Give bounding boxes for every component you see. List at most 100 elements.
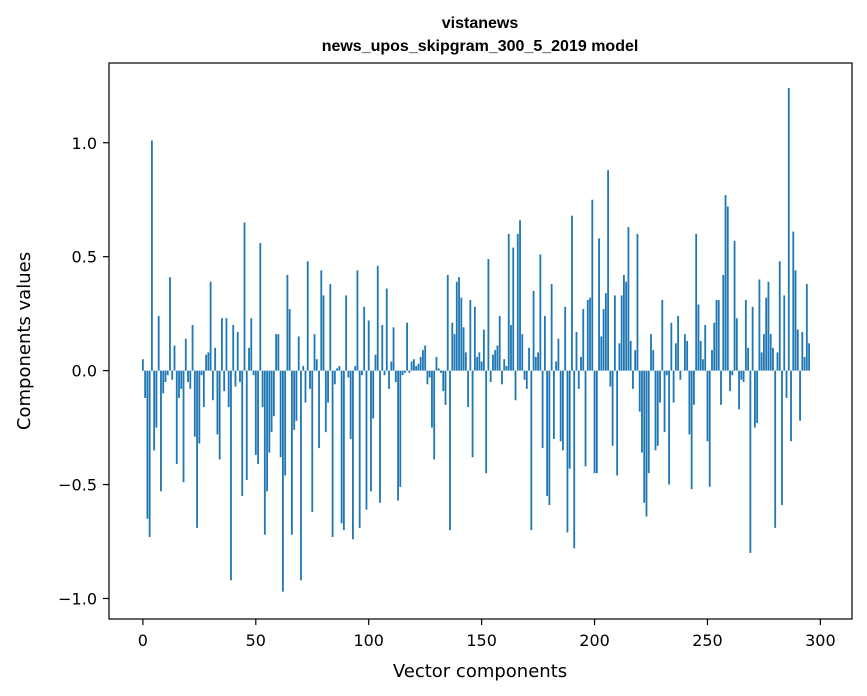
bar xyxy=(446,274,449,371)
x-tick-label: 250 xyxy=(692,631,723,650)
bar xyxy=(724,195,727,371)
bar xyxy=(426,370,429,385)
bar xyxy=(586,299,589,371)
bar xyxy=(634,350,637,371)
bar xyxy=(239,370,241,383)
bar xyxy=(787,88,790,371)
bar xyxy=(428,370,431,378)
bar xyxy=(223,370,226,392)
bar xyxy=(758,279,761,371)
x-tick-label: 150 xyxy=(466,631,497,650)
bar xyxy=(388,370,390,389)
bar xyxy=(155,370,158,428)
bar xyxy=(566,370,569,533)
bar xyxy=(324,370,327,433)
bar xyxy=(263,370,266,535)
bar xyxy=(462,327,465,371)
bar xyxy=(670,322,673,371)
y-tick-label: −0.5 xyxy=(58,476,97,495)
bar xyxy=(390,361,393,371)
bar xyxy=(216,370,219,435)
bar xyxy=(729,370,731,392)
bar xyxy=(151,140,153,371)
bar xyxy=(408,370,411,373)
bar xyxy=(650,334,652,371)
bar xyxy=(374,354,377,371)
bar xyxy=(747,347,750,371)
x-tick-label: 50 xyxy=(246,631,266,650)
bar xyxy=(525,370,528,389)
bar xyxy=(652,350,655,371)
bar xyxy=(157,315,160,371)
bar xyxy=(214,347,217,371)
bar xyxy=(808,343,810,371)
bar xyxy=(180,370,183,389)
bar xyxy=(291,370,293,535)
bar xyxy=(383,370,386,376)
bar xyxy=(769,334,772,371)
bar xyxy=(277,334,280,371)
bar xyxy=(327,370,329,403)
bar xyxy=(512,247,515,371)
bar xyxy=(370,370,372,492)
bar xyxy=(611,370,614,446)
bar xyxy=(519,220,521,371)
bar xyxy=(672,370,675,403)
bar xyxy=(435,356,438,371)
bar xyxy=(623,274,625,371)
bar xyxy=(647,370,650,474)
bar xyxy=(539,254,542,371)
bar xyxy=(275,334,278,371)
bar xyxy=(663,370,666,433)
bar xyxy=(688,370,691,435)
x-tick-label: 300 xyxy=(805,631,836,650)
bar xyxy=(196,370,198,528)
bar xyxy=(471,370,474,458)
bar xyxy=(424,345,427,371)
bar xyxy=(693,370,695,405)
bar xyxy=(591,199,594,371)
bar xyxy=(573,370,576,549)
bar xyxy=(543,315,546,371)
bar xyxy=(284,370,287,476)
bar xyxy=(453,334,456,371)
bar xyxy=(342,370,345,531)
bar xyxy=(568,370,571,469)
bar xyxy=(683,334,686,371)
bar xyxy=(403,370,406,373)
bar xyxy=(279,370,282,458)
bar xyxy=(659,370,661,403)
bar xyxy=(184,338,187,371)
bar xyxy=(546,370,549,496)
bar xyxy=(281,370,284,592)
bar xyxy=(656,370,659,446)
x-axis-label: Vector components xyxy=(393,661,567,682)
bar xyxy=(792,231,795,371)
y-axis-label: Components values xyxy=(14,252,35,430)
bar xyxy=(645,370,648,517)
bar xyxy=(711,350,713,371)
bar xyxy=(320,270,323,371)
bar xyxy=(541,370,544,449)
bar xyxy=(753,370,756,428)
bar xyxy=(440,370,442,373)
bar xyxy=(259,243,262,371)
bar xyxy=(607,170,609,371)
bar xyxy=(706,370,709,442)
bar xyxy=(243,222,246,371)
bar xyxy=(731,370,734,376)
bar xyxy=(178,370,180,398)
bar xyxy=(415,366,418,371)
bar xyxy=(315,359,318,371)
bar xyxy=(442,370,445,392)
bar xyxy=(629,341,632,371)
bar xyxy=(537,352,539,371)
plot-frame xyxy=(108,62,853,620)
bar xyxy=(510,325,512,371)
bar xyxy=(250,318,253,371)
bar xyxy=(412,359,415,371)
bar xyxy=(805,284,808,371)
bar xyxy=(166,370,169,376)
bar xyxy=(598,238,600,371)
bar xyxy=(489,370,492,383)
